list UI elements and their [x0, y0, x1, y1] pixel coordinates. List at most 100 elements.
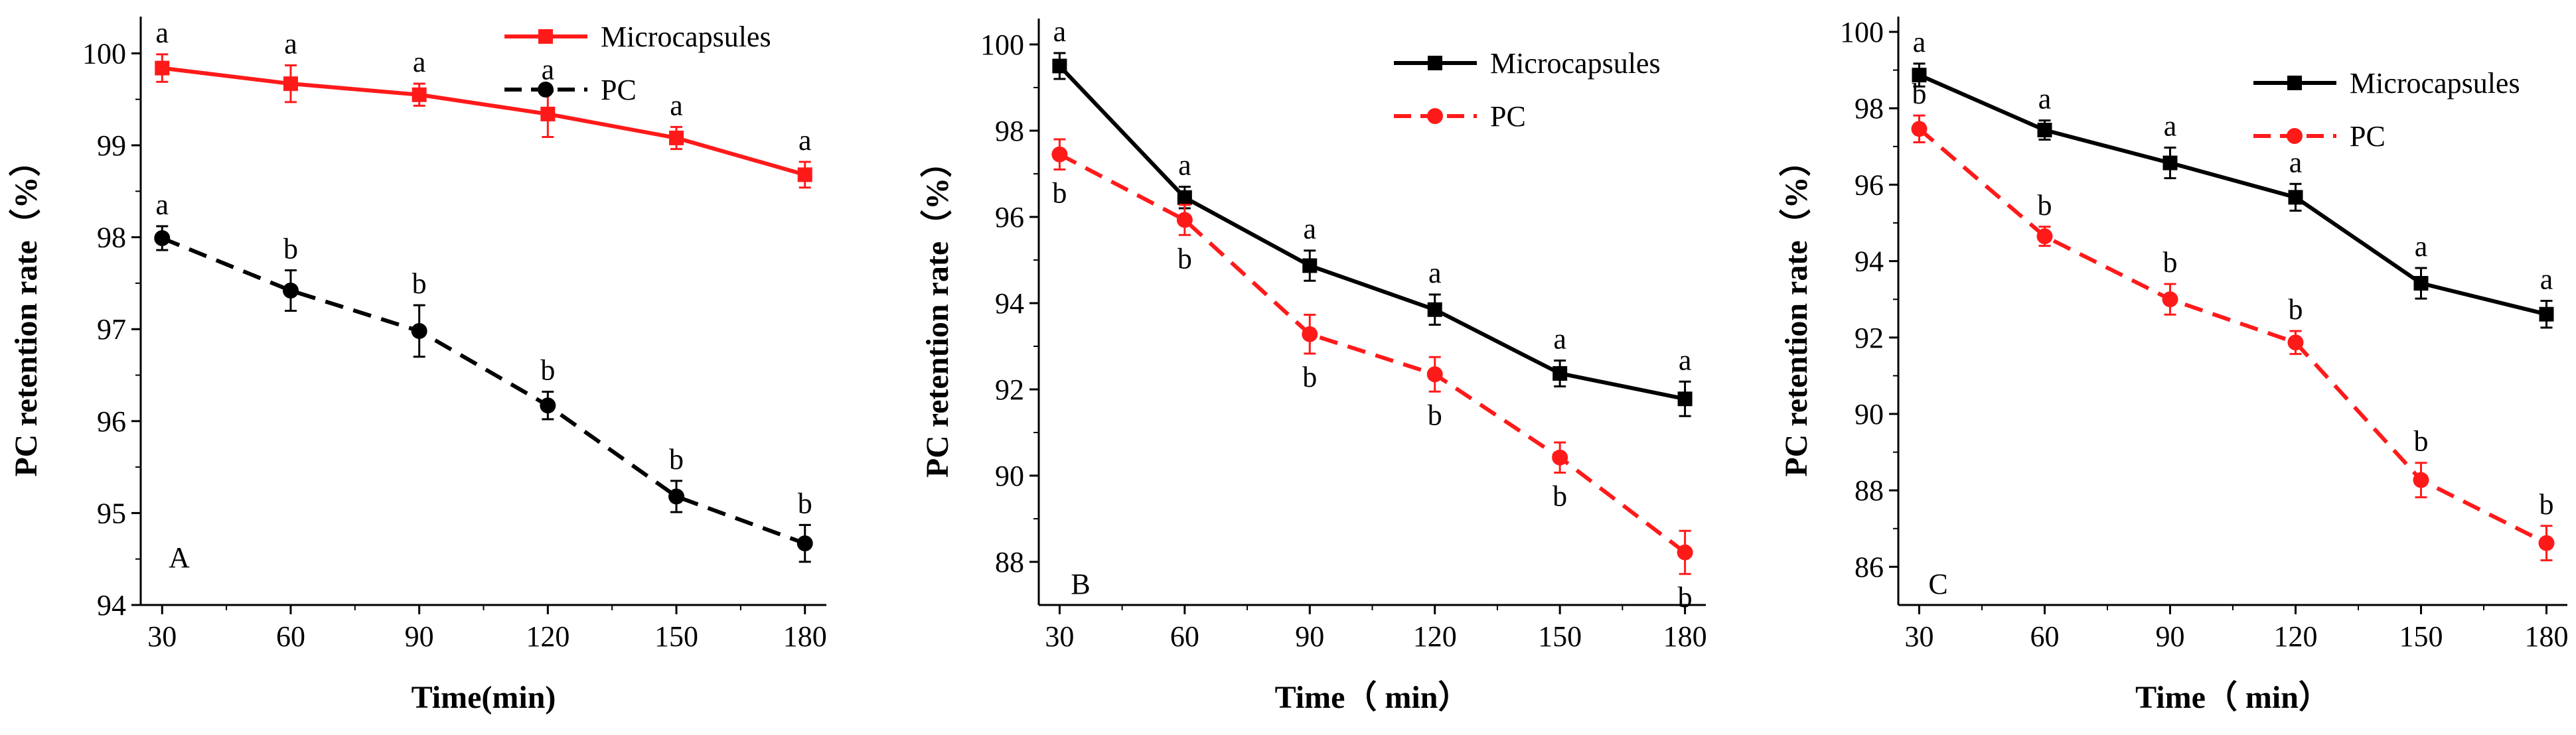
- data-point: [154, 230, 171, 247]
- data-point: [2287, 334, 2304, 351]
- series-line: [161, 66, 806, 177]
- data-point: [1302, 258, 1318, 273]
- data-point: [2162, 155, 2178, 170]
- y-tick-label: 94: [97, 589, 126, 622]
- significance-letter: b: [669, 443, 684, 476]
- significance-letter: b: [412, 267, 427, 300]
- significance-letter: b: [1912, 78, 1927, 110]
- data-point: [1912, 68, 1927, 83]
- y-tick-label: 98: [995, 115, 1024, 147]
- data-point: [669, 130, 684, 145]
- series-microcapsules: a a a a a a Microcapsules: [1052, 15, 1693, 417]
- y-tick-label: 88: [1855, 474, 1884, 507]
- significance-letter: b: [283, 233, 298, 265]
- series-line: [1059, 153, 1687, 555]
- y-tick-label: 98: [1855, 92, 1884, 125]
- legend-marker: [2287, 76, 2302, 90]
- legend-marker: [538, 29, 553, 44]
- legend-label: Microcapsules: [601, 21, 771, 53]
- y-tick-label: 100: [82, 37, 126, 70]
- y-tick-label: 95: [97, 497, 126, 529]
- x-tick-label: 150: [2399, 620, 2443, 653]
- significance-letter: a: [1053, 15, 1067, 48]
- data-point: [1677, 391, 1693, 407]
- x-tick-label: 30: [1045, 620, 1074, 653]
- y-tick-label: 94: [995, 287, 1024, 320]
- y-axis-label: PC retention rate（%）: [920, 146, 955, 478]
- significance-letter: a: [1178, 149, 1191, 182]
- significance-letter: b: [1553, 480, 1567, 512]
- panel-label: A: [169, 541, 190, 574]
- significance-letter: a: [2038, 83, 2052, 115]
- x-tick-label: 180: [783, 620, 827, 653]
- significance-letter: a: [1913, 26, 1926, 58]
- y-tick-label: 96: [995, 201, 1024, 234]
- legend-label: Microcapsules: [2350, 67, 2520, 100]
- significance-letter: a: [1428, 257, 1442, 289]
- data-point: [1052, 58, 1067, 74]
- x-tick-label: 60: [276, 620, 305, 653]
- data-point: [1552, 449, 1568, 466]
- legend-marker: [538, 82, 554, 98]
- significance-letter: b: [1428, 399, 1442, 431]
- data-point: [2162, 291, 2178, 308]
- significance-letter: b: [2539, 488, 2554, 521]
- series-pc: b b b b b b PC: [1911, 78, 2555, 562]
- significance-letter: a: [2415, 230, 2428, 263]
- significance-letter: b: [2038, 189, 2052, 222]
- chart-panel-C: 86 88 90 92 94 96 98 100 30 60 90 120 150 180 Time（ mi…: [1779, 16, 2569, 715]
- y-tick-label: 90: [995, 460, 1024, 492]
- x-tick-label: 150: [654, 620, 698, 653]
- data-point: [283, 76, 298, 92]
- chart-panel-B: 88 90 92 94 96 98 100 30 60 90 120 150 180 Time（ min）…: [920, 15, 1707, 715]
- data-point: [282, 283, 299, 299]
- significance-letter: a: [284, 27, 297, 60]
- data-point: [155, 60, 170, 76]
- significance-letter: a: [413, 46, 426, 78]
- data-point: [1177, 190, 1192, 205]
- significance-letter: b: [2163, 246, 2178, 279]
- legend-label: PC: [1490, 100, 1526, 133]
- panel-label: C: [1928, 568, 1947, 600]
- y-tick-label: 88: [995, 546, 1024, 578]
- data-point: [1553, 366, 1568, 381]
- series-line: [1058, 64, 1686, 401]
- data-point: [411, 322, 427, 339]
- y-tick-label: 96: [1855, 168, 1884, 201]
- x-tick-label: 60: [2030, 620, 2060, 653]
- data-point: [2036, 228, 2053, 245]
- data-point: [540, 106, 556, 121]
- significance-letter: a: [2164, 110, 2177, 143]
- series-pc: b b b b b b PC: [1051, 100, 1693, 614]
- series-line: [1918, 73, 2547, 316]
- x-tick-label: 90: [405, 620, 434, 653]
- series-line: [1918, 127, 2547, 545]
- y-tick-label: 99: [97, 129, 126, 162]
- legend-marker: [1428, 56, 1442, 70]
- data-point: [668, 488, 685, 505]
- data-point: [2413, 276, 2429, 291]
- x-axis-label: Time（ min）: [2135, 680, 2330, 715]
- legend-label: PC: [601, 74, 637, 106]
- legend-label: Microcapsules: [1490, 47, 1661, 80]
- significance-letter: b: [2289, 293, 2303, 326]
- x-tick-label: 120: [526, 620, 569, 653]
- data-point: [2037, 123, 2052, 138]
- x-axis-label: Time（ min）: [1275, 680, 1470, 715]
- y-tick-label: 100: [980, 29, 1024, 61]
- x-tick-label: 90: [1295, 620, 1324, 653]
- data-point: [1051, 146, 1068, 163]
- significance-letter: a: [1304, 213, 1317, 245]
- x-axis-label: Time(min): [412, 680, 556, 715]
- panel-label: B: [1071, 568, 1090, 600]
- significance-letter: a: [670, 89, 683, 121]
- significance-letter: b: [798, 487, 812, 519]
- significance-letter: b: [1052, 177, 1067, 210]
- data-point: [1302, 326, 1318, 342]
- y-tick-label: 97: [97, 313, 126, 346]
- y-tick-label: 86: [1855, 551, 1884, 583]
- x-tick-label: 150: [1538, 620, 1582, 653]
- data-point: [1677, 544, 1693, 561]
- data-point: [1427, 302, 1442, 317]
